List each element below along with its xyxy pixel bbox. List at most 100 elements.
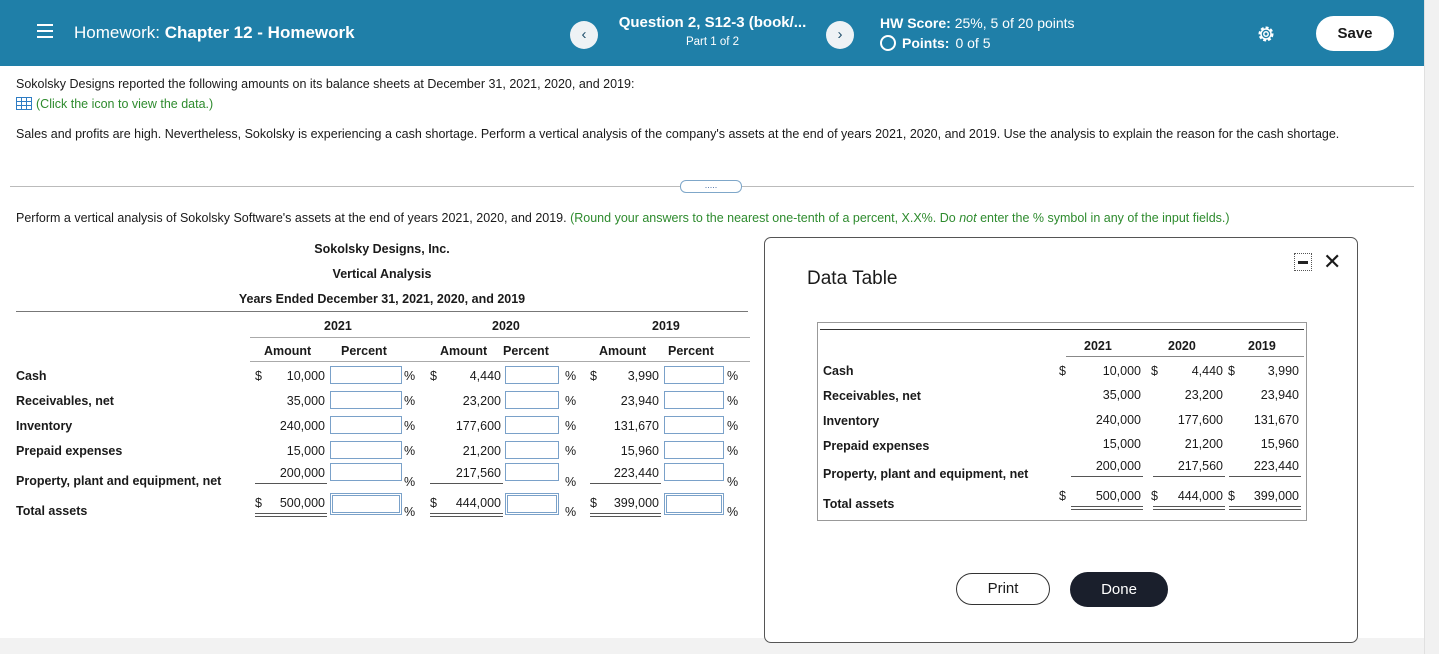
- percent-input[interactable]: [505, 493, 559, 515]
- percent-input[interactable]: [330, 463, 402, 481]
- hw-score-label: HW Score:: [880, 15, 951, 31]
- chevron-right-icon: ›: [837, 26, 843, 43]
- data-sum-rule: [1153, 476, 1225, 477]
- amount-value: 15,000: [286, 444, 325, 458]
- close-button[interactable]: ✕: [1323, 251, 1341, 273]
- data-year-header: 2020: [1168, 339, 1196, 353]
- data-value: 444,000: [1177, 489, 1223, 503]
- percent-symbol: %: [404, 444, 416, 458]
- data-sum-rule: [1229, 506, 1301, 507]
- percent-symbol: %: [565, 419, 577, 433]
- amount-value: 23,940: [620, 394, 659, 408]
- data-link-text[interactable]: (Click the icon to view the data.): [36, 97, 214, 111]
- data-dollar-sign: $: [1059, 489, 1066, 503]
- percent-input[interactable]: [664, 416, 724, 434]
- subheader-rule: [250, 361, 750, 362]
- amount-value: 500,000: [279, 496, 325, 510]
- data-row-label: Prepaid expenses: [823, 439, 930, 453]
- percent-input[interactable]: [664, 493, 724, 515]
- percent-input[interactable]: [330, 493, 402, 515]
- menu-icon[interactable]: [37, 24, 53, 38]
- print-button[interactable]: Print: [956, 573, 1050, 605]
- question-title: Question 2, S12-3 (book/...: [618, 14, 807, 31]
- amount-value: 4,440: [469, 369, 501, 383]
- data-year-header: 2019: [1248, 339, 1276, 353]
- row-label: Prepaid expenses: [16, 444, 123, 458]
- previous-question-button[interactable]: ‹: [570, 21, 598, 49]
- save-button[interactable]: Save: [1316, 16, 1394, 51]
- gear-icon[interactable]: [1256, 24, 1276, 44]
- hw-score-value: 25%, 5 of 20 points: [954, 15, 1075, 31]
- percent-input[interactable]: [505, 366, 559, 384]
- points: Points: 0 of 5: [880, 35, 990, 51]
- percent-input[interactable]: [330, 366, 402, 384]
- percent-header: Percent: [503, 344, 549, 358]
- row-label: Receivables, net: [16, 394, 114, 408]
- hw-score: HW Score: 25%, 5 of 20 points: [880, 15, 1075, 31]
- percent-input[interactable]: [664, 391, 724, 409]
- instruction-text: Perform a vertical analysis of Sokolsky …: [16, 211, 567, 225]
- percent-symbol: %: [727, 394, 739, 408]
- data-value: 131,670: [1253, 413, 1299, 427]
- data-sum-rule: [1071, 506, 1143, 507]
- percent-input[interactable]: [505, 441, 559, 459]
- row-label: Inventory: [16, 419, 73, 433]
- amount-value: 21,200: [462, 444, 501, 458]
- data-dollar-sign: $: [1059, 364, 1066, 378]
- percent-symbol: %: [727, 419, 739, 433]
- year-header: 2021: [324, 319, 352, 333]
- data-value: 23,200: [1184, 388, 1223, 402]
- data-year-rule: [1066, 356, 1304, 357]
- percent-input[interactable]: [505, 391, 559, 409]
- percent-symbol: %: [727, 369, 739, 383]
- double-rule: [255, 516, 327, 517]
- dollar-sign: $: [255, 369, 262, 383]
- data-value: 217,560: [1177, 459, 1223, 473]
- amount-header: Amount: [264, 344, 312, 358]
- data-link[interactable]: (Click the icon to view the data.): [16, 97, 213, 111]
- amount-value: 35,000: [286, 394, 325, 408]
- points-value: 0 of 5: [955, 35, 991, 51]
- data-value: 177,600: [1177, 413, 1223, 427]
- percent-input[interactable]: [505, 463, 559, 481]
- percent-input[interactable]: [664, 441, 724, 459]
- percent-symbol: %: [404, 505, 416, 519]
- data-value: 10,000: [1102, 364, 1141, 378]
- expand-button[interactable]: .....: [680, 180, 742, 193]
- percent-symbol: %: [727, 444, 739, 458]
- next-question-button[interactable]: ›: [826, 21, 854, 49]
- percent-input[interactable]: [330, 416, 402, 434]
- percent-symbol: %: [404, 394, 416, 408]
- percent-input[interactable]: [330, 391, 402, 409]
- data-row-label: Receivables, net: [823, 389, 921, 403]
- data-year-header: 2021: [1084, 339, 1112, 353]
- percent-input[interactable]: [664, 463, 724, 481]
- hint-not: not: [959, 211, 977, 225]
- amount-value: 200,000: [279, 466, 325, 480]
- table-icon[interactable]: [16, 97, 32, 110]
- row-label: Total assets: [16, 504, 88, 518]
- percent-input[interactable]: [505, 416, 559, 434]
- percent-symbol: %: [727, 475, 739, 489]
- percent-input[interactable]: [330, 441, 402, 459]
- data-row-label: Property, plant and equipment, net: [823, 467, 1029, 481]
- data-value: 35,000: [1102, 388, 1141, 402]
- double-rule: [590, 516, 661, 517]
- percent-symbol: %: [404, 369, 416, 383]
- homework-title-name: Chapter 12 - Homework: [164, 23, 355, 42]
- year-header: 2019: [652, 319, 680, 333]
- data-row-label: Cash: [823, 364, 854, 378]
- dollar-sign: $: [590, 496, 597, 510]
- percent-symbol: %: [404, 475, 416, 489]
- percent-input[interactable]: [664, 366, 724, 384]
- data-value: 399,000: [1253, 489, 1299, 503]
- done-button[interactable]: Done: [1070, 572, 1168, 607]
- percent-symbol: %: [404, 419, 416, 433]
- minimize-button[interactable]: [1294, 253, 1312, 271]
- percent-header: Percent: [668, 344, 714, 358]
- amount-value: 15,960: [620, 444, 659, 458]
- data-row-label: Total assets: [823, 497, 895, 511]
- scrollbar[interactable]: [1424, 0, 1439, 654]
- amount-header: Amount: [599, 344, 647, 358]
- data-value: 15,960: [1260, 437, 1299, 451]
